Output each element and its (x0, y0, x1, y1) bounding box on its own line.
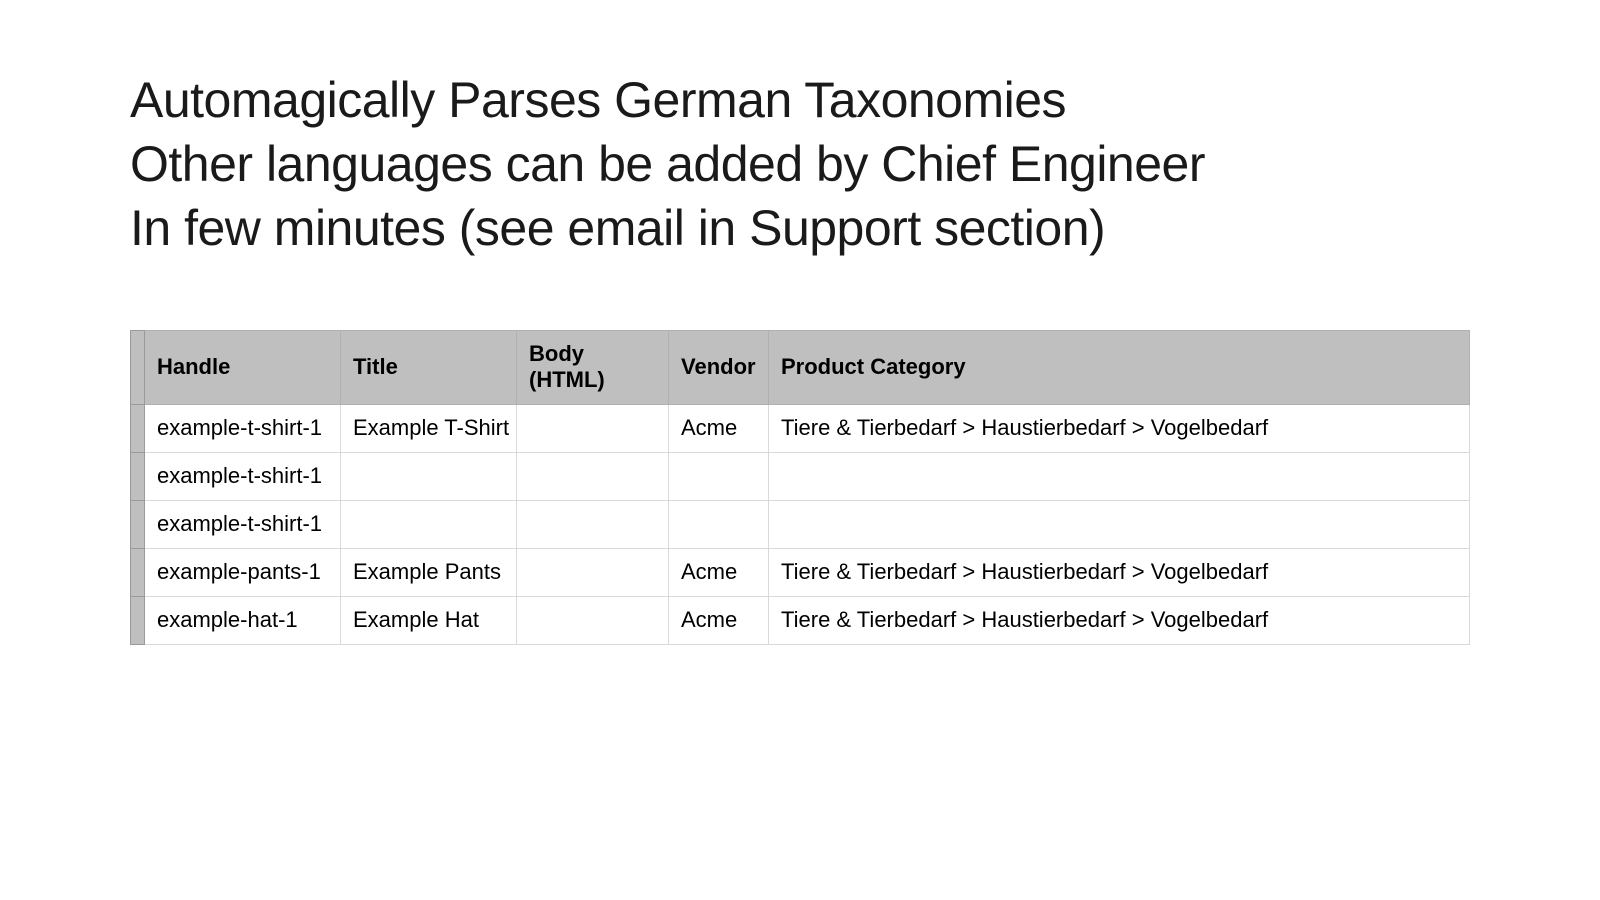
table-row: example-hat-1 Example Hat Acme Tiere & T… (131, 597, 1470, 645)
taxonomy-table-wrap: Handle Title Body (HTML) Vendor Product … (130, 330, 1470, 645)
row-header-corner (131, 331, 145, 405)
cell-title: Example Hat (341, 597, 517, 645)
col-header-handle: Handle (145, 331, 341, 405)
cell-handle: example-hat-1 (145, 597, 341, 645)
slide-heading: Automagically Parses German Taxonomies O… (130, 68, 1470, 260)
row-header-cell (131, 453, 145, 501)
cell-category: Tiere & Tierbedarf > Haustierbedarf > Vo… (769, 405, 1470, 453)
taxonomy-table: Handle Title Body (HTML) Vendor Product … (130, 330, 1470, 645)
cell-body (517, 501, 669, 549)
row-header-cell (131, 501, 145, 549)
cell-vendor (669, 501, 769, 549)
row-header-cell (131, 549, 145, 597)
col-header-vendor: Vendor (669, 331, 769, 405)
cell-body (517, 453, 669, 501)
cell-vendor (669, 453, 769, 501)
cell-handle: example-pants-1 (145, 549, 341, 597)
row-header-cell (131, 405, 145, 453)
cell-vendor: Acme (669, 405, 769, 453)
cell-handle: example-t-shirt-1 (145, 405, 341, 453)
cell-handle: example-t-shirt-1 (145, 501, 341, 549)
cell-title: Example Pants (341, 549, 517, 597)
cell-category (769, 453, 1470, 501)
cell-title (341, 501, 517, 549)
cell-category: Tiere & Tierbedarf > Haustierbedarf > Vo… (769, 549, 1470, 597)
table-row: example-pants-1 Example Pants Acme Tiere… (131, 549, 1470, 597)
cell-category (769, 501, 1470, 549)
cell-handle: example-t-shirt-1 (145, 453, 341, 501)
heading-line-1: Automagically Parses German Taxonomies (130, 72, 1066, 128)
heading-line-3: In few minutes (see email in Support sec… (130, 200, 1105, 256)
col-header-title: Title (341, 331, 517, 405)
table-row: example-t-shirt-1 (131, 501, 1470, 549)
table-header-row: Handle Title Body (HTML) Vendor Product … (131, 331, 1470, 405)
cell-body (517, 405, 669, 453)
cell-title: Example T-Shirt (341, 405, 517, 453)
cell-vendor: Acme (669, 597, 769, 645)
table-row: example-t-shirt-1 (131, 453, 1470, 501)
row-header-cell (131, 597, 145, 645)
table-row: example-t-shirt-1 Example T-Shirt Acme T… (131, 405, 1470, 453)
col-header-category: Product Category (769, 331, 1470, 405)
cell-category: Tiere & Tierbedarf > Haustierbedarf > Vo… (769, 597, 1470, 645)
cell-title (341, 453, 517, 501)
cell-body (517, 597, 669, 645)
heading-line-2: Other languages can be added by Chief En… (130, 136, 1205, 192)
col-header-body: Body (HTML) (517, 331, 669, 405)
cell-vendor: Acme (669, 549, 769, 597)
cell-body (517, 549, 669, 597)
